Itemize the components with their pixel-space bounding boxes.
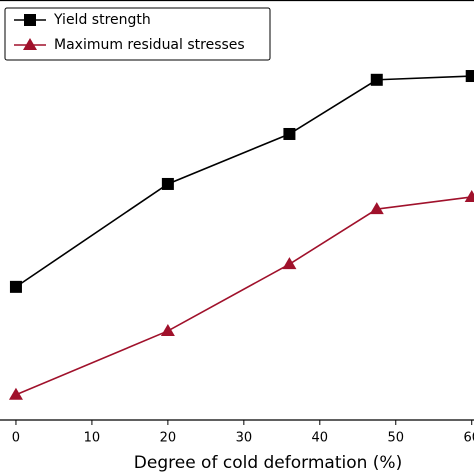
- x-tick-label: 60: [463, 431, 474, 446]
- series-line: [15, 196, 472, 396]
- marker: [8, 387, 23, 400]
- x-tick-label: 50: [387, 431, 404, 446]
- legend: Yield strength Maximum residual stresses: [4, 7, 271, 61]
- legend-label: Yield strength: [53, 12, 151, 28]
- marker: [465, 70, 474, 83]
- x-tick-label: 20: [160, 431, 177, 446]
- marker: [370, 73, 383, 86]
- x-tick-label: 10: [84, 431, 101, 446]
- marker: [282, 257, 297, 270]
- x-tick-label: 30: [236, 431, 253, 446]
- marker: [161, 177, 174, 190]
- x-axis-label: Degree of cold deformation (%): [134, 453, 402, 473]
- x-tick-label: 40: [312, 431, 329, 446]
- legend-marker: [24, 14, 36, 26]
- marker: [369, 202, 384, 215]
- legend-label: Maximum residual stresses: [54, 37, 245, 53]
- series-line: [15, 75, 472, 288]
- legend-marker: [23, 38, 37, 50]
- legend-box: [4, 7, 271, 61]
- marker: [9, 280, 22, 293]
- marker: [464, 189, 474, 202]
- marker: [283, 127, 296, 140]
- marker: [160, 323, 175, 336]
- x-tick-label: 0: [12, 431, 20, 446]
